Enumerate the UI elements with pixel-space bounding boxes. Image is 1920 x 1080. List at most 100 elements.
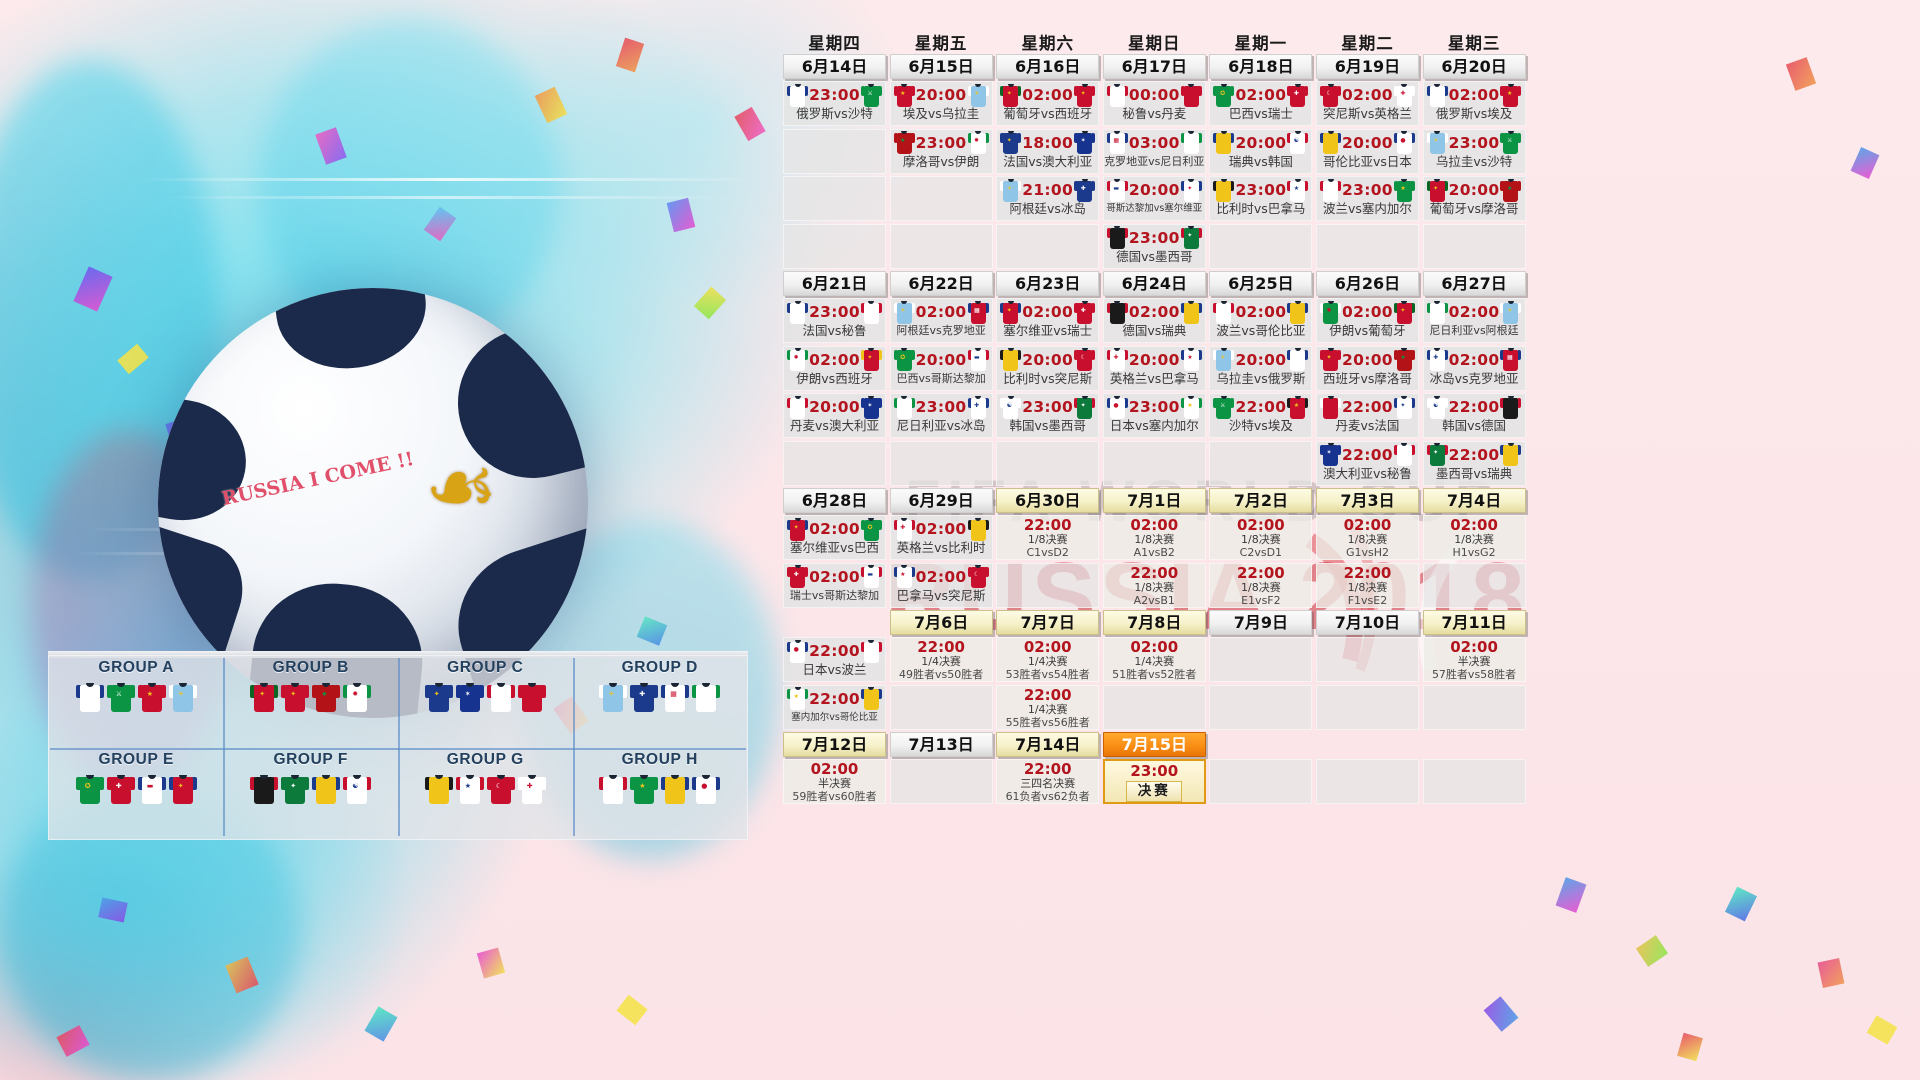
block1-match-cell-0-2[interactable]: ✦ 02:00 ✚ 塞尔维亚vs瑞士 [996, 298, 1100, 343]
block1-match-cell-1-0[interactable]: ✹ 02:00 ✦ 伊朗vs西班牙 [783, 345, 886, 391]
block1-date-cell-5[interactable]: 6月26日 [1315, 271, 1419, 296]
block0-match-cell-0-1[interactable]: ★ 20:00 ☀ 埃及vs乌拉圭 [889, 81, 993, 126]
block0-date-cell-5[interactable]: 6月19日 [1315, 54, 1419, 79]
match-time: 02:00 [1342, 86, 1393, 104]
kit-body [1216, 180, 1232, 202]
block2b-match-cell-0-0[interactable]: ● 22:00 日本vs波兰 [783, 637, 886, 682]
block1-match-cell-1-5[interactable]: ✦ 20:00 ★ 西班牙vs摩洛哥 [1315, 345, 1419, 391]
block2c-date-cell-3[interactable]: 7月15日 [1102, 732, 1206, 757]
block1-match-cell-2-0[interactable]: 20:00 ✶ 丹麦vs澳大利亚 [783, 393, 886, 438]
block1-match-cell-0-3[interactable]: 02:00 德国vs瑞典 [1102, 298, 1206, 343]
block2c-match-cell-0-0[interactable]: 02:00 半决赛 59胜者vs60胜者 [783, 759, 886, 804]
block2-date-cell-0[interactable]: 6月28日 [783, 488, 886, 513]
block2-date-cell-5[interactable]: 7月3日 [1315, 488, 1419, 513]
block2b-date-cell-5[interactable]: 7月10日 [1315, 610, 1419, 635]
block1-match-cell-1-2[interactable]: 20:00 ☾ 比利时vs突尼斯 [996, 345, 1100, 391]
block1-match-cell-1-3[interactable]: ✚ 20:00 ★ 英格兰vs巴拿马 [1102, 345, 1206, 391]
block2-date-cell-4[interactable]: 7月2日 [1209, 488, 1313, 513]
kit-left-sleeve [692, 776, 699, 790]
block0-match-cell-0-6[interactable]: 02:00 ★ 俄罗斯vs埃及 [1422, 81, 1526, 126]
block1-match-cell-1-6[interactable]: ✚ 02:00 ▦ 冰岛vs克罗地亚 [1422, 345, 1526, 391]
block1-match-cell-2-3[interactable]: ● 23:00 ★ 日本vs塞内加尔 [1102, 393, 1206, 438]
block2b-date-cell-2[interactable]: 7月7日 [996, 610, 1100, 635]
block1-match-cell-0-6[interactable]: 02:00 ☀ 尼日利亚vs阿根廷 [1422, 298, 1526, 343]
block0-date-cell-0[interactable]: 6月14日 [783, 54, 886, 79]
block0-match-cell-0-3[interactable]: 00:00 秘鲁vs丹麦 [1102, 81, 1206, 126]
block2-match-cell-1-1[interactable]: ★ 02:00 ☾ 巴拿马vs突尼斯 [889, 562, 993, 608]
block2-match-cell-0-4[interactable]: 02:00 1/8决赛 C2vsD1 [1209, 515, 1313, 560]
block0-date-cell-3[interactable]: 6月17日 [1102, 54, 1206, 79]
block0-date-cell-6[interactable]: 6月20日 [1422, 54, 1526, 79]
block1-match-cell-2-5[interactable]: 22:00 ✦ 丹麦vs法国 [1315, 393, 1419, 438]
block0-match-cell-0-5[interactable]: ☾ 02:00 ✚ 突尼斯vs英格兰 [1315, 81, 1419, 126]
block2-match-cell-1-0[interactable]: ✚ 02:00 ▬ 瑞士vs哥斯达黎加 [783, 562, 886, 608]
block2-match-cell-1-5[interactable]: 22:00 1/8决赛 F1vsE2 [1315, 562, 1419, 608]
block0-match-cell-2-5[interactable]: 23:00 ★ 波兰vs塞内加尔 [1315, 176, 1419, 221]
block0-match-cell-2-3[interactable]: ▬ 20:00 ✦ 哥斯达黎加vs塞尔维亚 [1102, 176, 1206, 221]
block1-match-cell-3-5[interactable]: ✶ 22:00 澳大利亚vs秘鲁 [1315, 440, 1419, 486]
block2-match-cell-0-6[interactable]: 02:00 1/8决赛 H1vsG2 [1422, 515, 1526, 560]
block2b-match-cell-0-2[interactable]: 02:00 1/4决赛 53胜者vs54胜者 [996, 637, 1100, 682]
block0-match-cell-3-3[interactable]: 23:00 ✦ 德国vs墨西哥 [1102, 223, 1206, 269]
block1-match-cell-2-1[interactable]: 23:00 ✚ 尼日利亚vs冰岛 [889, 393, 993, 438]
block2-date-cell-2[interactable]: 6月30日 [996, 488, 1100, 513]
block0-date-cell-2[interactable]: 6月16日 [996, 54, 1100, 79]
block1-match-cell-0-0[interactable]: 23:00 法国vs秘鲁 [783, 298, 886, 343]
block0-match-cell-1-6[interactable]: ☀ 23:00 ⚔ 乌拉圭vs沙特 [1422, 128, 1526, 174]
block1-match-cell-2-6[interactable]: ☯ 22:00 韩国vs德国 [1422, 393, 1526, 438]
kit-collar [1114, 300, 1121, 304]
block0-date-cell-4[interactable]: 6月18日 [1209, 54, 1313, 79]
block1-match-cell-0-4[interactable]: 02:00 波兰vs哥伦比亚 [1209, 298, 1313, 343]
block1-date-cell-2[interactable]: 6月23日 [996, 271, 1100, 296]
block2b-match-cell-1-2[interactable]: 22:00 1/4决赛 55胜者vs56胜者 [996, 684, 1100, 730]
block2b-date-cell-1[interactable]: 7月6日 [889, 610, 993, 635]
block0-match-cell-2-6[interactable]: ✦ 20:00 ★ 葡萄牙vs摩洛哥 [1422, 176, 1526, 221]
block1-match-cell-0-5[interactable]: ✹ 02:00 ✦ 伊朗vs葡萄牙 [1315, 298, 1419, 343]
block2c-match-cell-0-3[interactable]: 23:00 决赛 [1102, 759, 1206, 804]
block1-date-cell-3[interactable]: 6月24日 [1102, 271, 1206, 296]
block2b-date-cell-6[interactable]: 7月11日 [1422, 610, 1526, 635]
block0-date-cell-1[interactable]: 6月15日 [889, 54, 993, 79]
block2b-match-cell-1-0[interactable]: ★ 22:00 塞内加尔vs哥伦比亚 [783, 684, 886, 730]
block2-date-cell-3[interactable]: 7月1日 [1102, 488, 1206, 513]
block2-match-cell-1-4[interactable]: 22:00 1/8决赛 E1vsF2 [1209, 562, 1313, 608]
block0-match-cell-1-2[interactable]: ✦ 18:00 ✶ 法国vs澳大利亚 [996, 128, 1100, 174]
block0-match-cell-1-1[interactable]: ★ 23:00 ✹ 摩洛哥vs伊朗 [889, 128, 993, 174]
block0-match-cell-2-4[interactable]: 23:00 ★ 比利时vs巴拿马 [1209, 176, 1313, 221]
block0-match-cell-0-0[interactable]: 23:00 ⚔ 俄罗斯vs沙特 [783, 81, 886, 126]
block0-match-cell-1-3[interactable]: ▦ 03:00 克罗地亚vs尼日利亚 [1102, 128, 1206, 174]
block0-match-cell-1-4[interactable]: 20:00 ☯ 瑞典vs韩国 [1209, 128, 1313, 174]
block1-date-cell-1[interactable]: 6月22日 [889, 271, 993, 296]
block2-match-cell-0-5[interactable]: 02:00 1/8决赛 G1vsH2 [1315, 515, 1419, 560]
block2-match-cell-0-0[interactable]: ✦ 02:00 ✪ 塞尔维亚vs巴西 [783, 515, 886, 560]
block2-match-cell-0-1[interactable]: ✚ 02:00 英格兰vs比利时 [889, 515, 993, 560]
block2-match-cell-0-3[interactable]: 02:00 1/8决赛 A1vsB2 [1102, 515, 1206, 560]
block2c-date-cell-2[interactable]: 7月14日 [996, 732, 1100, 757]
block2-match-cell-1-3[interactable]: 22:00 1/8决赛 A2vsB1 [1102, 562, 1206, 608]
block2c-date-cell-0[interactable]: 7月12日 [783, 732, 886, 757]
block2b-match-cell-0-6[interactable]: 02:00 半决赛 57胜者vs58胜者 [1422, 637, 1526, 682]
block2b-match-cell-0-3[interactable]: 02:00 1/4决赛 51胜者vs52胜者 [1102, 637, 1206, 682]
block1-date-cell-6[interactable]: 6月27日 [1422, 271, 1526, 296]
block0-match-cell-0-4[interactable]: ✪ 02:00 ✚ 巴西vs瑞士 [1209, 81, 1313, 126]
block2b-date-cell-3[interactable]: 7月8日 [1102, 610, 1206, 635]
block1-match-cell-1-4[interactable]: ☀ 20:00 乌拉圭vs俄罗斯 [1209, 345, 1313, 391]
block2c-date-cell-1[interactable]: 7月13日 [889, 732, 993, 757]
block2b-date-cell-4[interactable]: 7月9日 [1209, 610, 1313, 635]
block1-match-cell-3-6[interactable]: ✦ 22:00 墨西哥vs瑞典 [1422, 440, 1526, 486]
block1-match-cell-2-2[interactable]: ☯ 23:00 ✦ 韩国vs墨西哥 [996, 393, 1100, 438]
block2c-match-cell-0-2[interactable]: 22:00 三四名决赛 61负者vs62负者 [996, 759, 1100, 804]
block0-match-cell-2-2[interactable]: ☀ 21:00 ✚ 阿根廷vs冰岛 [996, 176, 1100, 221]
block1-match-cell-1-1[interactable]: ✪ 20:00 ▬ 巴西vs哥斯达黎加 [889, 345, 993, 391]
block1-match-cell-0-1[interactable]: ☀ 02:00 ▦ 阿根廷vs克罗地亚 [889, 298, 993, 343]
block0-match-cell-1-5[interactable]: 20:00 ● 哥伦比亚vs日本 [1315, 128, 1419, 174]
block2-match-cell-0-2[interactable]: 22:00 1/8决赛 C1vsD2 [996, 515, 1100, 560]
block1-match-cell-2-4[interactable]: ⚔ 22:00 ★ 沙特vs埃及 [1209, 393, 1313, 438]
block2b-match-cell-0-1[interactable]: 22:00 1/4决赛 49胜者vs50胜者 [889, 637, 993, 682]
block2-date-cell-6[interactable]: 7月4日 [1422, 488, 1526, 513]
match-time: 23:00 [915, 133, 967, 152]
block0-match-cell-0-2[interactable]: ✦ 02:00 ✦ 葡萄牙vs西班牙 [996, 81, 1100, 126]
block1-date-cell-0[interactable]: 6月21日 [783, 271, 886, 296]
block2-date-cell-1[interactable]: 6月29日 [889, 488, 993, 513]
block1-date-cell-4[interactable]: 6月25日 [1209, 271, 1313, 296]
